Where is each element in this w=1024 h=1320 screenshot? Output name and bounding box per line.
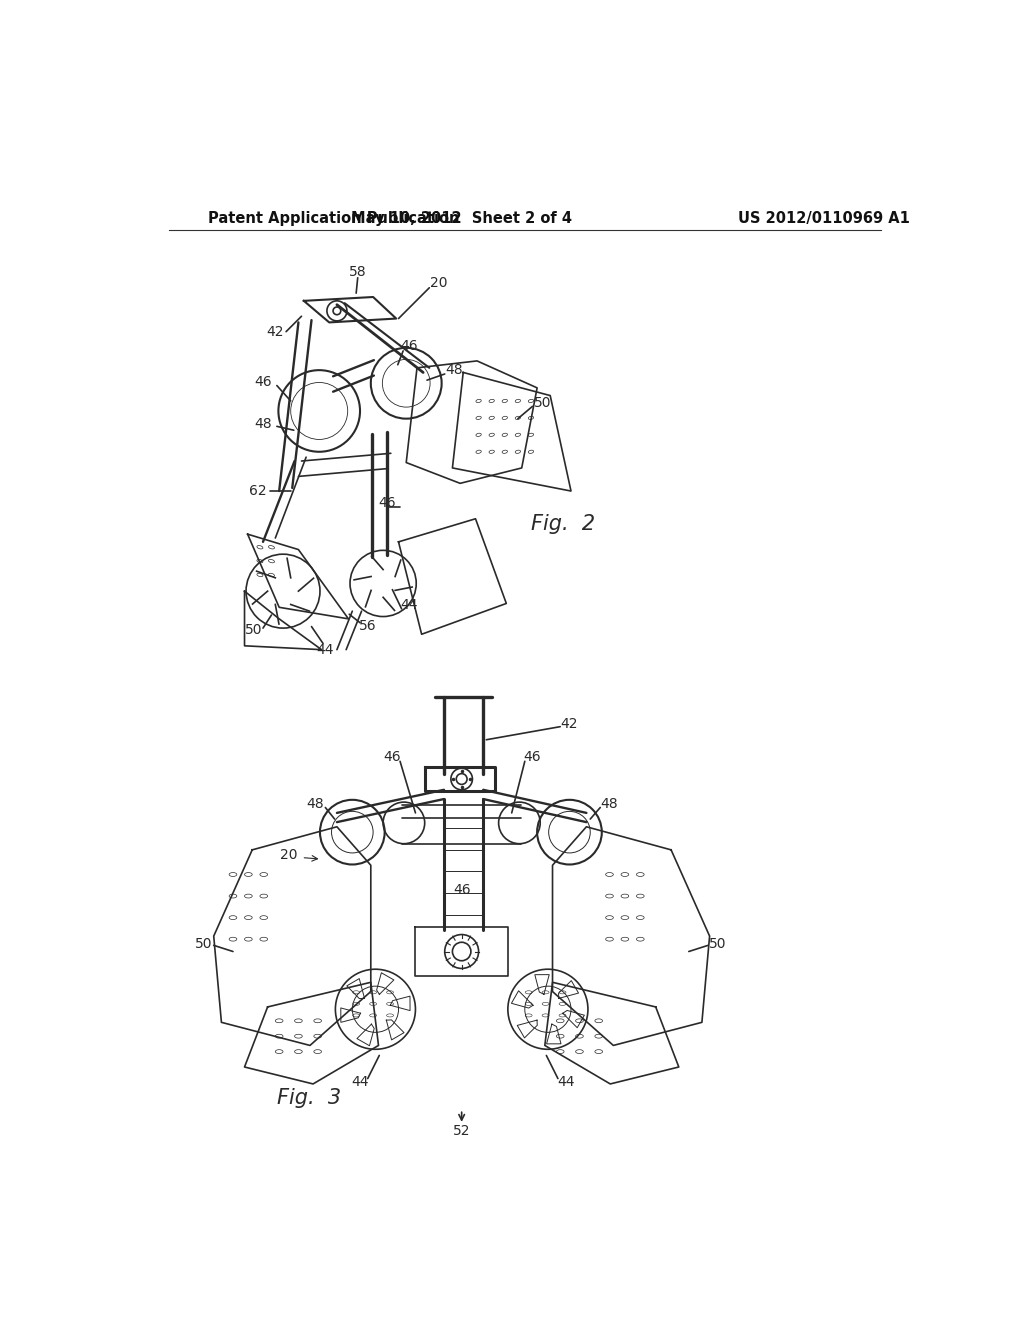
Text: 20: 20: [430, 276, 447, 290]
Text: US 2012/0110969 A1: US 2012/0110969 A1: [737, 211, 909, 226]
Text: 20: 20: [280, 849, 297, 862]
Text: 46: 46: [523, 751, 542, 764]
Text: 46: 46: [384, 751, 401, 764]
Text: 48: 48: [254, 417, 271, 432]
Text: 46: 46: [379, 495, 396, 510]
Text: 52: 52: [453, 1123, 470, 1138]
Text: 56: 56: [358, 619, 377, 632]
Text: 44: 44: [351, 1076, 369, 1089]
Text: 46: 46: [254, 375, 271, 388]
Text: May 10, 2012  Sheet 2 of 4: May 10, 2012 Sheet 2 of 4: [351, 211, 572, 226]
Text: 50: 50: [245, 623, 262, 636]
Text: Fig.  3: Fig. 3: [278, 1088, 341, 1107]
Text: 48: 48: [445, 363, 463, 378]
Text: 62: 62: [249, 484, 266, 498]
Text: 48: 48: [601, 797, 618, 810]
Text: 50: 50: [195, 937, 212, 950]
Text: Fig.  2: Fig. 2: [531, 515, 595, 535]
Text: 44: 44: [557, 1076, 574, 1089]
Text: 58: 58: [349, 265, 367, 280]
Text: 44: 44: [400, 598, 418, 612]
Text: 46: 46: [453, 883, 470, 896]
Text: 42: 42: [266, 325, 284, 339]
Text: Patent Application Publication: Patent Application Publication: [208, 211, 459, 226]
Text: 50: 50: [534, 396, 551, 411]
Text: 46: 46: [400, 338, 418, 352]
Text: 50: 50: [709, 937, 726, 950]
Text: 48: 48: [306, 797, 325, 810]
Text: 42: 42: [561, 717, 579, 731]
Text: 44: 44: [316, 643, 334, 656]
